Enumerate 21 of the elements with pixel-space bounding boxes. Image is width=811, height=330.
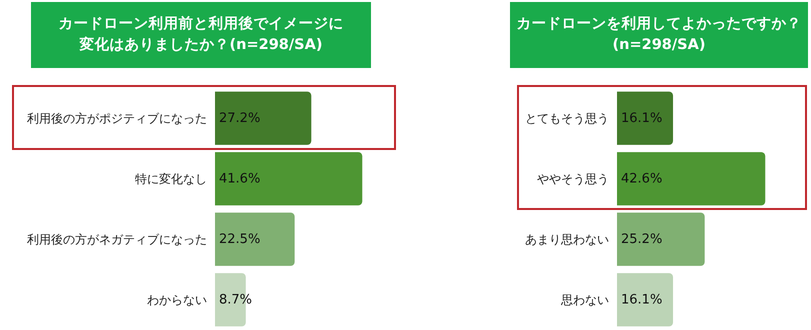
y-tick-label: 利用後の方がネガティブになった [27,232,207,246]
data-label: 16.1% [621,110,662,126]
data-label: 41.6% [219,171,260,186]
y-tick-label: あまり思わない [525,232,609,246]
data-label: 42.6% [621,171,662,186]
data-label: 16.1% [621,292,662,308]
bar [215,152,362,206]
bar [215,212,295,266]
bar [215,92,312,145]
y-tick-label: 思わない [560,292,609,307]
data-label: 25.2% [621,232,662,247]
y-tick-label: わからない [147,292,207,307]
y-tick-label: 利用後の方がポジティブになった [27,111,207,126]
data-label: 22.5% [219,232,260,247]
data-label: 27.2% [219,110,260,126]
chart-title: カードローン利用前と利用後でイメージに変化はありましたか？(n=298/SA) [58,14,344,55]
chart-title: カードローンを利用してよかったですか？(n=298/SA) [516,14,802,55]
y-tick-label: とてもそう思う [525,111,609,126]
data-label: 8.7% [219,292,252,308]
y-tick-label: 特に変化なし [135,172,207,186]
y-tick-label: ややそう思う [537,172,609,186]
